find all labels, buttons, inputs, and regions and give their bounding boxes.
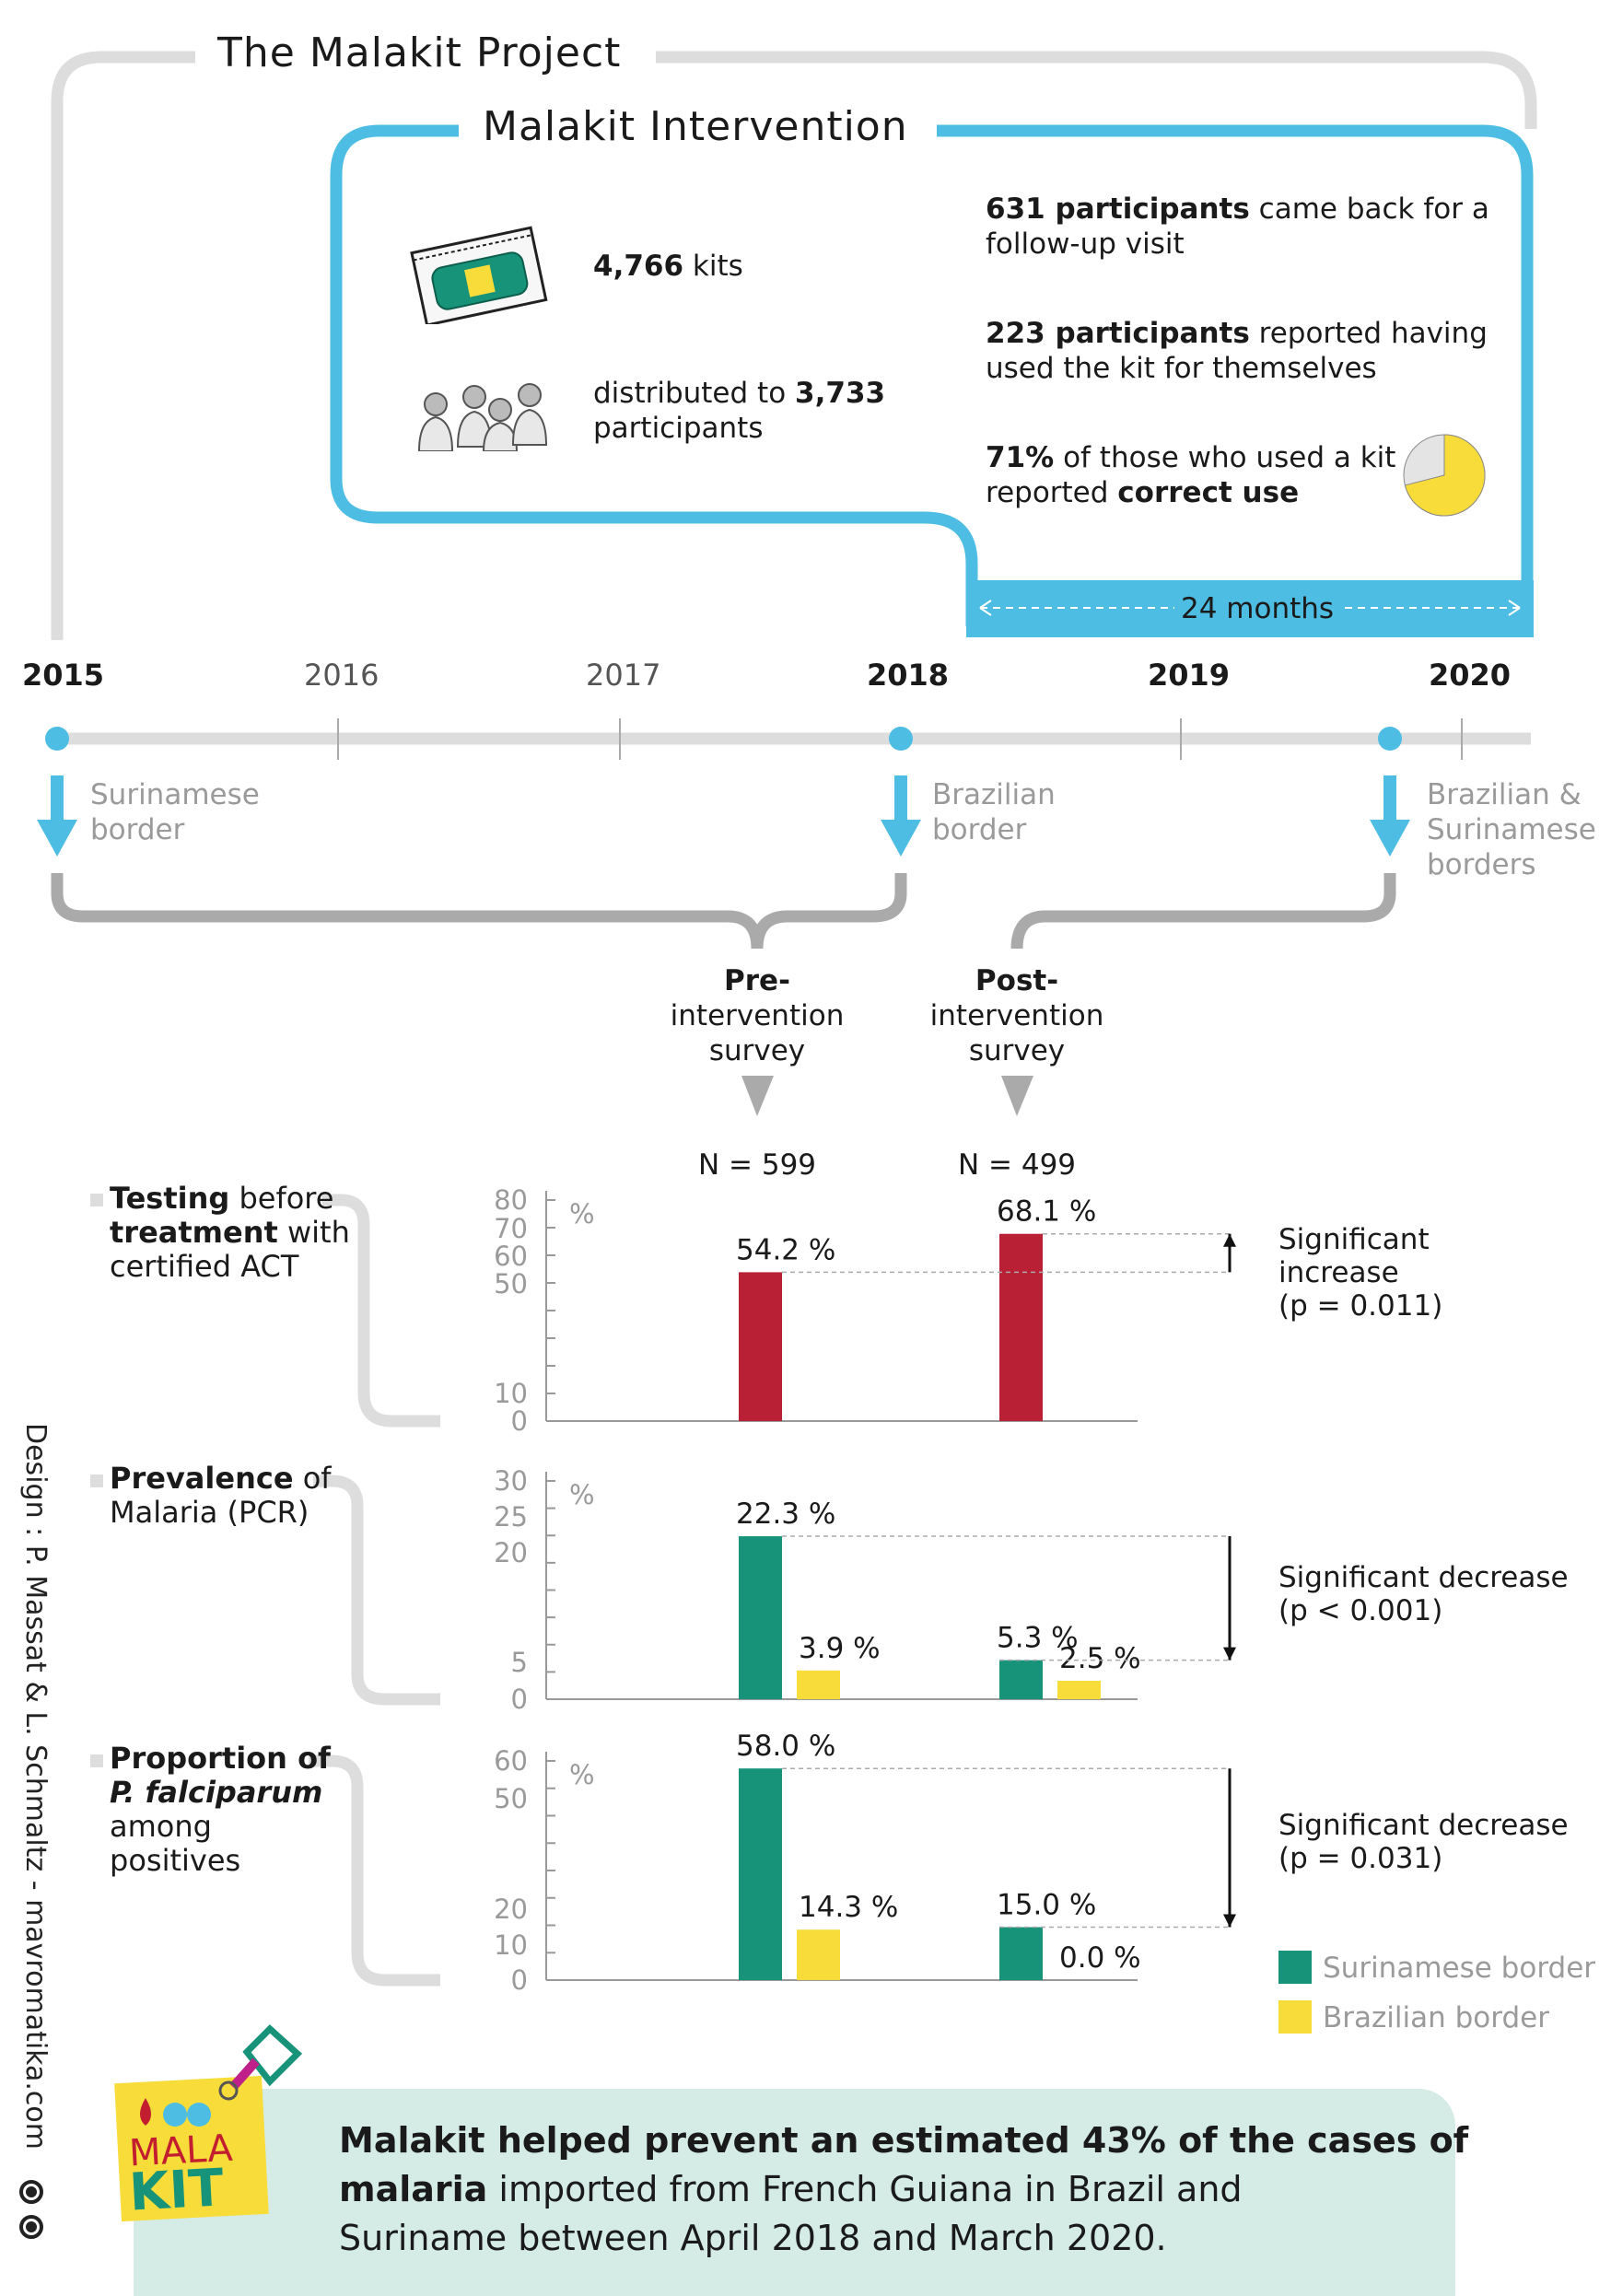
- pre-survey-bracket: [51, 873, 764, 950]
- distributed-text: distributed to 3,733 participants: [593, 377, 886, 445]
- kits-count: 4,766 kits: [593, 250, 743, 283]
- y-tick-label: 70: [494, 1213, 528, 1244]
- bar-value-label: 68.1 %: [997, 1195, 1096, 1229]
- y-tick-label: 5: [511, 1647, 528, 1678]
- event-dot-2019: [1378, 727, 1402, 751]
- legend-swatch-suriname: [1278, 1951, 1312, 1984]
- year-2018: 2018: [867, 658, 950, 693]
- y-tick-label: 0: [511, 1405, 528, 1437]
- y-tick-label: 10: [494, 1929, 528, 1961]
- summary-text: Malakit helped prevent an estimated 43% …: [339, 2120, 1469, 2258]
- eye-logo-icon: [19, 2180, 43, 2239]
- y-tick-label: 20: [494, 1537, 528, 1568]
- y-tick-label: 50: [494, 1783, 528, 1814]
- intervention-frame-right: [937, 124, 1534, 626]
- year-2020: 2020: [1429, 658, 1512, 693]
- chart2-significance: Significant decrease (p < 0.001): [1278, 1561, 1569, 1627]
- legend-swatch-brazil: [1278, 2000, 1312, 2034]
- summary-box: [134, 2089, 1455, 2296]
- y-tick-label: 60: [494, 1745, 528, 1777]
- bar: [1057, 1681, 1101, 1699]
- y-tick-label: 10: [494, 1378, 528, 1409]
- malakit-logo: MALA KIT: [114, 2024, 303, 2222]
- legend-label-suriname: Surinamese border: [1323, 1952, 1596, 1985]
- event-surinamese-border: Surinamese border: [90, 778, 260, 846]
- post-survey-n: N = 499: [957, 1148, 1077, 1182]
- bar: [999, 1660, 1043, 1699]
- duration-label: 24 months: [1181, 592, 1335, 625]
- chart1-heading: Testing before treatment with certified AC…: [110, 1181, 350, 1284]
- bar-value-label: 0.0 %: [1059, 1941, 1141, 1975]
- correct-use-pie: [1403, 434, 1486, 517]
- significance-arrow-head: [1223, 1647, 1236, 1661]
- bar-value-label: 14.3 %: [799, 1891, 898, 1924]
- pre-survey-arrow: [741, 1076, 774, 1116]
- bar: [999, 1927, 1043, 1980]
- y-tick-label: 20: [494, 1894, 528, 1925]
- y-tick-label: 50: [494, 1268, 528, 1300]
- y-unit-label: %: [569, 1198, 595, 1230]
- chart3-heading: Proportion of P. falciparum among positives: [110, 1741, 331, 1878]
- bar-value-label: 2.5 %: [1059, 1642, 1141, 1675]
- used-text: 223 participants reported having used the…: [986, 317, 1488, 385]
- significance-arrow-head: [1223, 1233, 1236, 1247]
- significance-arrow-head: [1223, 1914, 1236, 1928]
- bar: [739, 1768, 782, 1980]
- y-tick-label: 30: [494, 1465, 528, 1497]
- event-dot-2018: [889, 727, 913, 751]
- correct-use-text: 71% of those who used a kit reported corr…: [986, 441, 1396, 509]
- y-tick-label: 60: [494, 1241, 528, 1272]
- logo-text-kit: KIT: [128, 2158, 226, 2222]
- bar: [797, 1929, 840, 1980]
- year-2016: 2016: [304, 658, 379, 693]
- bar: [999, 1233, 1043, 1421]
- event-arrows: [37, 775, 1410, 857]
- y-unit-label: %: [569, 1479, 595, 1510]
- pre-survey-label: Pre-intervention survey: [670, 964, 845, 1067]
- chart3-significance: Significant decrease (p = 0.031): [1278, 1809, 1569, 1875]
- bar-value-label: 22.3 %: [736, 1498, 835, 1531]
- followup-text: 631 participants came back for a follow-u…: [986, 192, 1489, 261]
- event-brazilian-border: Brazilian border: [932, 778, 1056, 846]
- kit-bag-icon: [410, 226, 548, 324]
- project-title: The Malakit Project: [217, 29, 622, 76]
- y-tick-label: 25: [494, 1501, 528, 1533]
- bar: [739, 1536, 782, 1699]
- y-tick-label: 0: [511, 1964, 528, 1996]
- post-survey-label: Post-intervention survey: [929, 964, 1104, 1067]
- year-2015: 2015: [22, 658, 105, 693]
- event-both-borders: Brazilian & Surinamese borders: [1427, 778, 1596, 881]
- heading-brackets: [309, 1194, 440, 1987]
- y-tick-label: 80: [494, 1184, 528, 1216]
- bar: [797, 1670, 840, 1699]
- bar: [739, 1272, 782, 1421]
- project-frame-right: [656, 51, 1537, 129]
- event-dot-2015: [45, 727, 69, 751]
- bar-value-label: 3.9 %: [799, 1632, 881, 1665]
- year-2019: 2019: [1148, 658, 1231, 693]
- design-credit: Design : P. Massat & L. Schmaltz - mavro…: [19, 1423, 52, 2150]
- year-2017: 2017: [586, 658, 661, 693]
- legend-label-brazil: Brazilian border: [1323, 2001, 1549, 2034]
- post-survey-arrow: [1001, 1076, 1033, 1116]
- intervention-frame: [330, 124, 978, 626]
- participants-icon: [417, 383, 548, 451]
- bar-value-label: 15.0 %: [997, 1889, 1096, 1922]
- bar-value-label: 54.2 %: [736, 1233, 835, 1266]
- logo-text-mala: MALA: [128, 2127, 234, 2175]
- pre-survey-n: N = 599: [697, 1148, 817, 1182]
- pie-correct-slice: [1404, 434, 1486, 517]
- bar-value-label: 58.0 %: [736, 1730, 835, 1763]
- y-tick-label: 0: [511, 1684, 528, 1715]
- chart2-heading: Prevalence of Malaria (PCR): [110, 1461, 332, 1530]
- y-unit-label: %: [569, 1759, 595, 1790]
- chart1-significance: Significant increase (p = 0.011): [1278, 1223, 1443, 1323]
- bar-value-label: 5.3 %: [997, 1622, 1079, 1655]
- post-survey-bracket: [1010, 873, 1396, 950]
- project-frame-left: [51, 51, 195, 640]
- intervention-title: Malakit Intervention: [483, 103, 908, 150]
